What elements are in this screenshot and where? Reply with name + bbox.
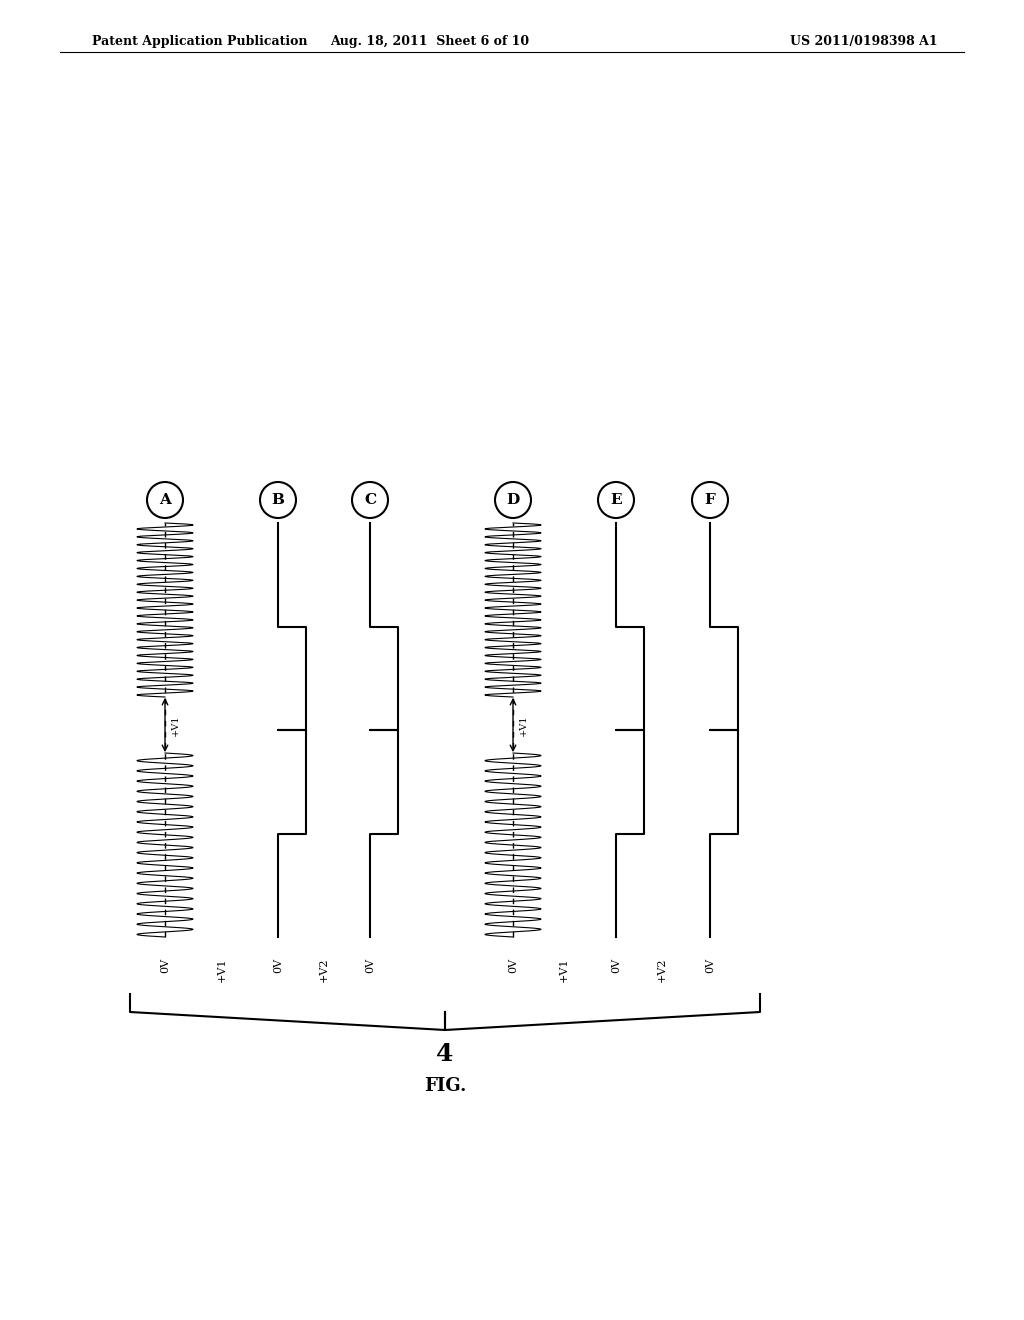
Text: 0V: 0V: [160, 958, 170, 973]
Text: B: B: [271, 492, 285, 507]
Text: +V2: +V2: [319, 958, 329, 982]
Text: A: A: [159, 492, 171, 507]
Text: Aug. 18, 2011  Sheet 6 of 10: Aug. 18, 2011 Sheet 6 of 10: [331, 36, 529, 48]
Text: D: D: [507, 492, 519, 507]
Text: 0V: 0V: [611, 958, 621, 973]
Text: F: F: [705, 492, 716, 507]
Text: 0V: 0V: [705, 958, 715, 973]
Text: 0V: 0V: [273, 958, 283, 973]
Text: 0V: 0V: [508, 958, 518, 973]
Text: +V1: +V1: [171, 714, 180, 735]
Text: +V1: +V1: [519, 714, 528, 735]
Text: 0V: 0V: [365, 958, 375, 973]
Text: C: C: [364, 492, 376, 507]
Text: +V1: +V1: [217, 958, 227, 982]
Text: E: E: [610, 492, 622, 507]
Text: +V2: +V2: [657, 958, 667, 982]
Text: Patent Application Publication: Patent Application Publication: [92, 36, 307, 48]
Text: 4: 4: [436, 1041, 454, 1067]
Text: +V1: +V1: [559, 958, 569, 982]
Text: US 2011/0198398 A1: US 2011/0198398 A1: [790, 36, 938, 48]
Text: FIG.: FIG.: [424, 1077, 466, 1096]
